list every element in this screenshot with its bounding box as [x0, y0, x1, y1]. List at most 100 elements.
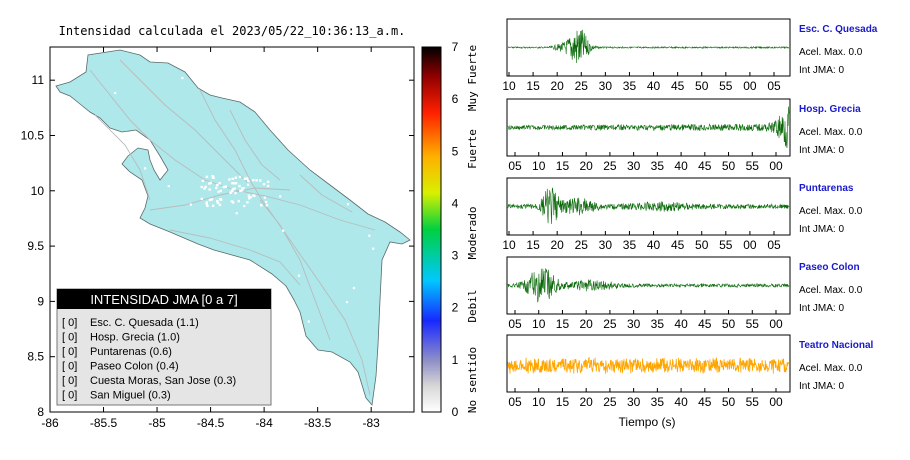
station-dot: [247, 183, 250, 186]
station-dot: [208, 182, 211, 185]
station-intensity: Int JMA: 0: [799, 224, 844, 235]
trace-tick-label: 45: [671, 238, 685, 252]
station-dot: [218, 197, 222, 201]
waveform-line: [507, 268, 790, 303]
station-max-accel: Acel. Max. 0.0: [799, 127, 863, 138]
trace-tick-label: 05: [508, 317, 522, 331]
station-dot: [345, 300, 349, 304]
waveform-line: [507, 187, 790, 225]
trace-tick-label: 45: [698, 159, 712, 173]
waveform-line: [507, 356, 790, 374]
colorbar-tick-label: 7: [452, 40, 459, 54]
legend-row-label: San Miguel (0.3): [90, 390, 171, 402]
station-dot: [222, 185, 226, 189]
map-x-tick-label: -86: [41, 416, 59, 430]
station-dot: [259, 179, 262, 182]
trace-tick-label: 10: [502, 238, 516, 252]
station-name: Esc. C. Quesada: [799, 24, 878, 35]
trace-tick-label: 40: [647, 238, 661, 252]
station-dot: [265, 204, 269, 207]
legend-row-code: [ 0]: [62, 332, 77, 344]
trace-tick-label: 35: [651, 395, 665, 409]
colorbar-category-label: Fuerte: [466, 129, 479, 169]
station-dot: [228, 178, 231, 181]
station-dot: [205, 202, 208, 206]
trace-tick-label: 40: [647, 79, 661, 93]
station-dot: [217, 94, 220, 97]
map-x-tick-label: -84: [255, 416, 273, 430]
trace-tick-label: 00: [743, 79, 757, 93]
legend-title: INTENSIDAD JMA [0 a 7]: [90, 292, 237, 307]
station-dot: [266, 180, 270, 184]
map-title: Intensidad calculada el 2023/05/22_10:36…: [59, 24, 406, 38]
waveform-traces: 10 15 20 25 30 35 40 45 50 55 00 05 Esc. C. Quesada A…: [502, 18, 878, 409]
intensity-legend: INTENSIDAD JMA [0 a 7] [ 0] Esc. C. Quesa…: [56, 288, 272, 406]
station-dot: [237, 199, 240, 203]
station-dot: [263, 196, 266, 199]
station-dot: [98, 262, 101, 265]
station-dot: [229, 191, 232, 194]
colorbar-labels: No sentido Debil Moderado Fuerte Muy Fuerte: [466, 45, 479, 413]
trace-panel: 05 10 15 20 25 30 35 40 45 50 55 00 Teatro Nacional A…: [506, 334, 873, 409]
trace-tick-label: 45: [698, 317, 712, 331]
station-dot: [234, 176, 237, 179]
trace-tick-label: 50: [695, 238, 709, 252]
station-intensity: Int JMA: 0: [799, 145, 844, 156]
map-y-tick-label: 9.5: [27, 239, 44, 253]
trace-tick-label: 00: [769, 159, 783, 173]
trace-tick-label: 55: [746, 395, 760, 409]
trace-tick-label: 45: [671, 79, 685, 93]
station-dot: [252, 178, 255, 182]
station-dot: [231, 181, 234, 185]
trace-tick-label: 55: [719, 79, 733, 93]
station-dot: [232, 182, 236, 185]
station-dot: [255, 179, 258, 182]
trace-tick-label: 20: [580, 317, 594, 331]
legend-row-code: [ 0]: [62, 390, 77, 402]
trace-tick-label: 50: [722, 159, 736, 173]
station-dot: [210, 198, 214, 201]
legend-rows: [ 0] Esc. C. Quesada (1.1) [ 0] Hosp. Greci…: [62, 317, 236, 402]
station-dot: [205, 175, 209, 179]
trace-tick-label: 25: [603, 159, 617, 173]
trace-tick-label: 30: [627, 317, 641, 331]
station-dot: [203, 187, 206, 190]
trace-tick-label: 30: [627, 159, 641, 173]
legend-row-label: Cuesta Moras, San Jose (0.3): [90, 375, 236, 387]
station-dot: [206, 204, 209, 208]
trace-tick-label: 05: [508, 395, 522, 409]
station-max-accel: Acel. Max. 0.0: [799, 363, 863, 374]
station-dot: [241, 189, 244, 192]
trace-tick-label: 30: [599, 238, 613, 252]
station-intensity: Int JMA: 0: [799, 381, 844, 392]
station-dot: [215, 186, 218, 190]
station-dot: [318, 362, 321, 365]
trace-tick-label: 00: [769, 317, 783, 331]
station-dot: [211, 175, 214, 178]
map-frame: [49, 46, 415, 413]
station-dot: [368, 234, 371, 237]
trace-tick-label: 35: [651, 317, 665, 331]
station-dot: [262, 182, 266, 186]
station-dot: [218, 182, 221, 185]
station-dot: [246, 177, 249, 180]
trace-frame: [506, 98, 791, 157]
colorbar-category-label: Debil: [466, 289, 479, 322]
station-dot: [216, 183, 219, 187]
trace-tick-label: 25: [603, 317, 617, 331]
colorbar-category-label: Muy Fuerte: [466, 45, 479, 111]
station-dot: [260, 204, 263, 207]
trace-tick-label: 15: [526, 238, 540, 252]
station-dot: [264, 200, 268, 204]
station-dot: [143, 280, 146, 283]
trace-tick-label: 50: [722, 395, 736, 409]
trace-tick-label: 15: [526, 79, 540, 93]
legend-header-bg: [57, 289, 271, 309]
station-dot: [200, 197, 203, 201]
station-dot: [307, 320, 310, 323]
station-dot: [274, 335, 277, 338]
station-dot: [230, 189, 234, 193]
station-name: Teatro Nacional: [799, 340, 873, 351]
trace-tick-label: 15: [556, 395, 570, 409]
